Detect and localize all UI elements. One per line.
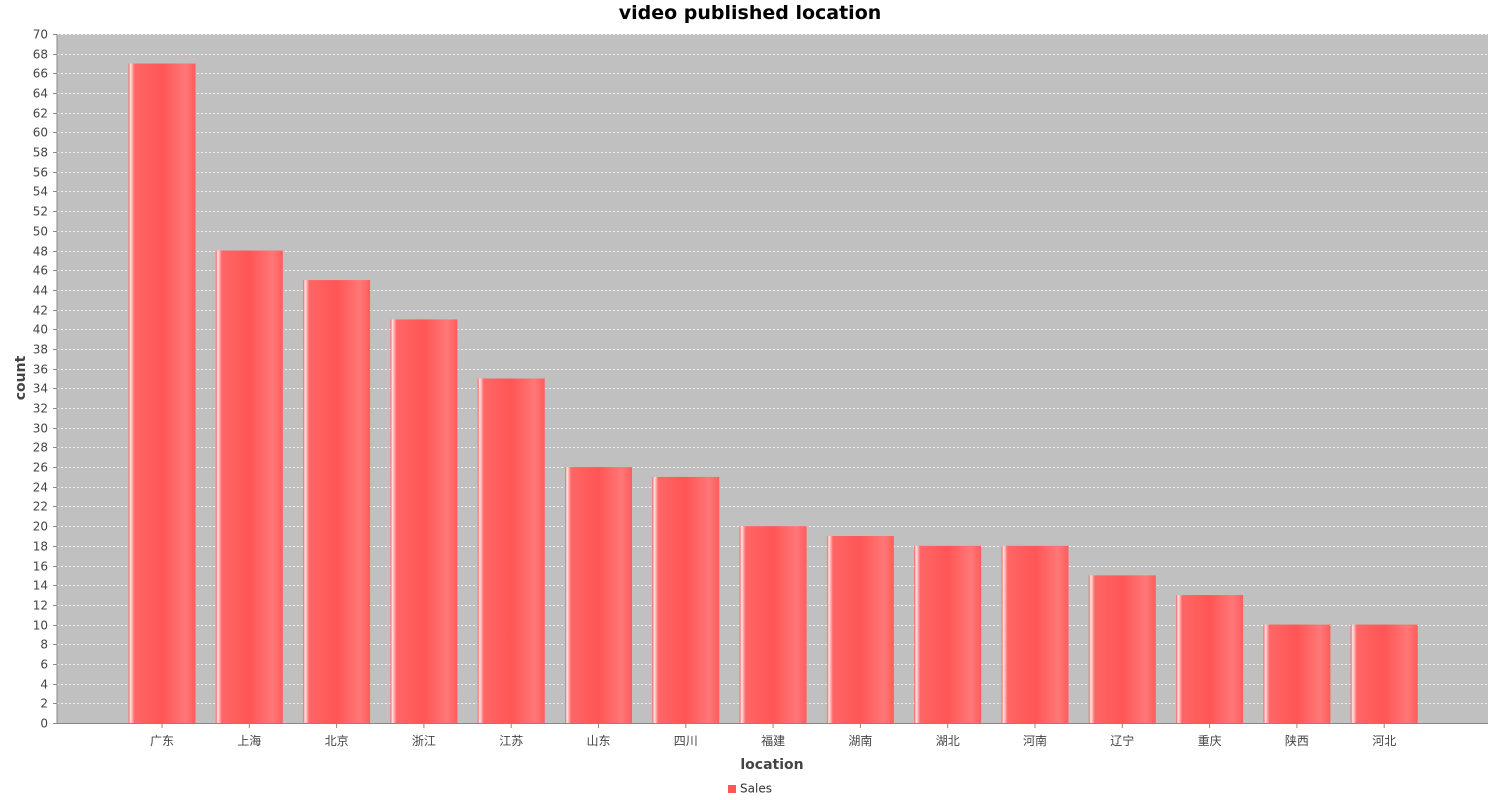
y-tick-label: 48 bbox=[33, 245, 48, 259]
bar-4 bbox=[477, 378, 545, 723]
bar-12 bbox=[1176, 595, 1244, 723]
y-tick-label: 56 bbox=[33, 166, 48, 180]
y-tick-label: 10 bbox=[33, 619, 48, 633]
bar-0 bbox=[128, 63, 196, 724]
x-tick-label: 江苏 bbox=[499, 734, 523, 748]
y-tick-label: 14 bbox=[33, 579, 48, 593]
y-tick-label: 8 bbox=[40, 638, 48, 652]
y-tick-label: 34 bbox=[33, 382, 48, 396]
x-tick-label: 山东 bbox=[586, 734, 610, 748]
y-tick-label: 54 bbox=[33, 185, 48, 199]
y-tick-label: 58 bbox=[33, 146, 48, 160]
legend: Sales bbox=[0, 781, 1500, 796]
y-tick-label: 66 bbox=[33, 67, 48, 81]
y-axis-ticks: 0246810121416182022242628303234363840424… bbox=[33, 28, 57, 731]
y-tick-label: 38 bbox=[33, 343, 48, 357]
grid-lines bbox=[57, 34, 1488, 704]
legend-swatch-sales bbox=[728, 784, 737, 793]
x-axis-label: location bbox=[740, 757, 803, 773]
x-tick-label: 辽宁 bbox=[1110, 733, 1134, 748]
y-tick-label: 30 bbox=[33, 422, 48, 436]
x-tick-label: 广东 bbox=[150, 734, 174, 748]
y-tick-label: 62 bbox=[33, 107, 48, 121]
y-tick-label: 16 bbox=[33, 560, 48, 574]
y-tick-label: 2 bbox=[40, 697, 48, 711]
legend-label-sales: Sales bbox=[740, 781, 772, 796]
y-tick-label: 60 bbox=[33, 126, 48, 140]
y-tick-label: 40 bbox=[33, 323, 48, 337]
y-tick-label: 52 bbox=[33, 205, 48, 219]
y-tick-label: 22 bbox=[33, 500, 48, 514]
bar-11 bbox=[1088, 575, 1156, 723]
y-tick-label: 64 bbox=[33, 87, 48, 101]
x-tick-label: 湖北 bbox=[936, 733, 960, 748]
y-tick-label: 68 bbox=[33, 48, 48, 62]
x-tick-label: 陕西 bbox=[1285, 733, 1309, 748]
bar-5 bbox=[565, 467, 632, 723]
bar-8 bbox=[826, 535, 894, 723]
y-axis-label: count bbox=[13, 355, 29, 400]
bar-13 bbox=[1263, 624, 1331, 723]
y-tick-label: 36 bbox=[33, 363, 48, 377]
x-axis-ticks: 广东 上海 北京 浙江 江苏 山东 四川 福建 湖南 湖北 河南 辽宁 重庆 陕西 河北 bbox=[150, 724, 1396, 748]
x-tick-label: 重庆 bbox=[1198, 734, 1222, 748]
y-tick-label: 32 bbox=[33, 402, 48, 416]
x-tick-label: 湖南 bbox=[848, 733, 872, 748]
x-tick-label: 河南 bbox=[1023, 733, 1047, 748]
x-tick-label: 北京 bbox=[325, 734, 349, 748]
bar-6 bbox=[652, 476, 720, 723]
bars bbox=[128, 63, 1418, 724]
y-tick-label: 6 bbox=[40, 658, 48, 672]
y-tick-label: 20 bbox=[33, 520, 48, 534]
bar-14 bbox=[1350, 624, 1418, 723]
chart-title: video published location bbox=[618, 2, 882, 24]
x-tick-label: 四川 bbox=[674, 734, 698, 748]
x-tick-label: 上海 bbox=[237, 733, 261, 748]
y-tick-label: 50 bbox=[33, 225, 48, 239]
y-tick-label: 4 bbox=[40, 678, 48, 692]
x-tick-label: 浙江 bbox=[412, 734, 436, 748]
x-tick-label: 河北 bbox=[1372, 734, 1396, 748]
y-tick-label: 42 bbox=[33, 304, 48, 318]
bar-10 bbox=[1001, 545, 1069, 723]
bar-7 bbox=[739, 526, 807, 723]
bar-1 bbox=[215, 250, 283, 724]
y-tick-label: 12 bbox=[33, 599, 48, 613]
bar-3 bbox=[390, 319, 458, 723]
y-tick-label: 26 bbox=[33, 461, 48, 475]
bar-2 bbox=[303, 280, 371, 723]
y-tick-label: 44 bbox=[33, 284, 48, 298]
y-tick-label: 18 bbox=[33, 540, 48, 554]
x-tick-label: 福建 bbox=[761, 733, 785, 748]
bar-9 bbox=[914, 545, 982, 723]
y-tick-label: 0 bbox=[40, 717, 48, 731]
y-tick-label: 24 bbox=[33, 481, 48, 495]
y-tick-label: 46 bbox=[33, 264, 48, 278]
y-tick-label: 28 bbox=[33, 441, 48, 455]
y-tick-label: 70 bbox=[33, 28, 48, 42]
